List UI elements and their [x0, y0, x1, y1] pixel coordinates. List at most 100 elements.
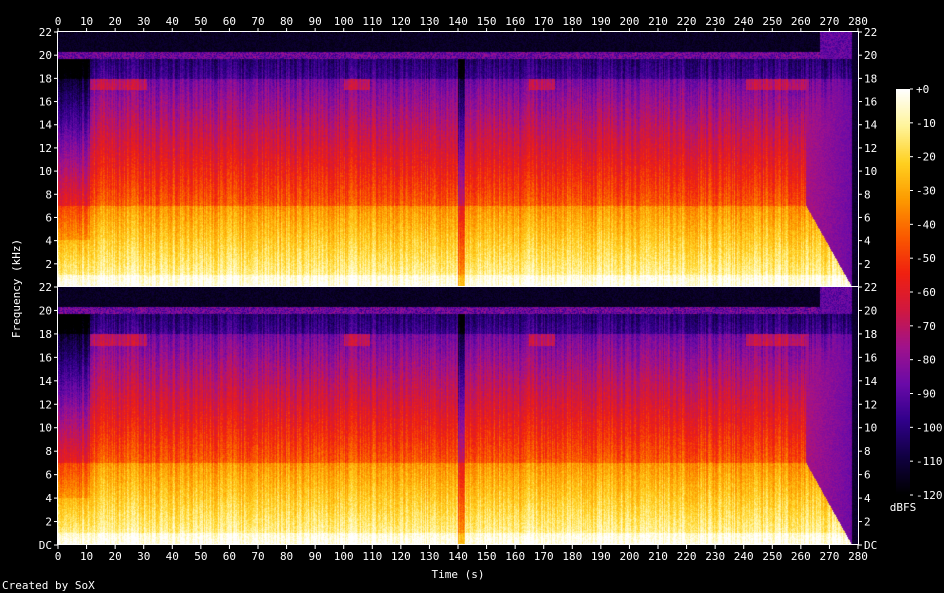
x-tick-label-bottom: 190 [591, 550, 611, 563]
x-tick-label-top: 260 [791, 15, 811, 28]
x-tick-label-top: 40 [166, 15, 179, 28]
y-tick-label-right: 22 [864, 26, 877, 39]
x-tick-label-top: 10 [80, 15, 93, 28]
x-tick-label-bottom: 70 [251, 550, 264, 563]
x-tick-label-bottom: 180 [562, 550, 582, 563]
spectrogram-left-channel [58, 32, 858, 287]
y-tick-label-right: 14 [864, 119, 878, 132]
x-tick-label-top: 150 [477, 15, 497, 28]
y-tick-label-right: 8 [864, 188, 871, 201]
y-tick-label-right: 6 [864, 211, 871, 224]
x-tick-label-bottom: 270 [819, 550, 839, 563]
y-tick-label-right: 16 [864, 351, 877, 364]
y-tick-label-right: 2 [864, 516, 871, 529]
colorbar-tick-label: -110 [916, 455, 943, 468]
x-tick-label-top: 60 [223, 15, 236, 28]
x-tick-label-top: 180 [562, 15, 582, 28]
x-tick-label-top: 210 [648, 15, 668, 28]
colorbar-tick-label: -30 [916, 185, 936, 198]
x-tick-label-top: 200 [619, 15, 639, 28]
y-tick-label-right: 4 [864, 235, 871, 248]
x-tick-label-top: 30 [137, 15, 150, 28]
x-tick-label-bottom: 80 [280, 550, 293, 563]
colorbar-tick-label: -80 [916, 354, 936, 367]
y-tick-label-left: 4 [45, 492, 52, 505]
x-tick-label-bottom: 30 [137, 550, 150, 563]
x-tick-label-bottom: 130 [419, 550, 439, 563]
x-tick-label-bottom: 220 [677, 550, 697, 563]
x-tick-label-bottom: 10 [80, 550, 93, 563]
y-axis-label: Frequency (kHz) [10, 239, 23, 338]
x-tick-label-bottom: 0 [55, 550, 62, 563]
y-tick-label-right: 22 [864, 281, 877, 294]
y-tick-label-right: 12 [864, 398, 877, 411]
x-tick-label-bottom: 120 [391, 550, 411, 563]
x-tick-label-bottom: 210 [648, 550, 668, 563]
y-tick-label-left: 10 [39, 165, 52, 178]
y-tick-label-right: 20 [864, 304, 877, 317]
y-tick-label-right: 18 [864, 328, 877, 341]
x-tick-label-bottom: 260 [791, 550, 811, 563]
x-tick-label-bottom: 140 [448, 550, 468, 563]
x-tick-label-top: 110 [362, 15, 382, 28]
y-tick-label-left: 16 [39, 351, 52, 364]
x-tick-label-bottom: 60 [223, 550, 236, 563]
colorbar-tick-label: -70 [916, 320, 936, 333]
x-tick-label-bottom: 110 [362, 550, 382, 563]
x-tick-label-bottom: 150 [477, 550, 497, 563]
x-tick-label-bottom: 200 [619, 550, 639, 563]
x-axis-label: Time (s) [432, 568, 485, 581]
y-tick-label-right: 2 [864, 258, 871, 271]
y-tick-label-left: 22 [39, 26, 52, 39]
x-tick-label-top: 270 [819, 15, 839, 28]
x-tick-label-bottom: 250 [762, 550, 782, 563]
y-tick-label-left: 12 [39, 398, 52, 411]
plot-frame-right [57, 286, 859, 545]
spectrogram-right-channel [58, 287, 858, 545]
y-tick-label-left: 20 [39, 304, 52, 317]
colorbar-tick-label: -50 [916, 252, 936, 265]
y-tick-label-right: 12 [864, 142, 877, 155]
x-tick-label-bottom: 280 [848, 550, 868, 563]
x-tick-label-bottom: 20 [109, 550, 122, 563]
y-tick-label-left: 6 [45, 211, 52, 224]
y-tick-label-left: 20 [39, 49, 52, 62]
y-tick-label-left: 22 [39, 281, 52, 294]
y-tick-label-left: 18 [39, 72, 52, 85]
y-tick-label-left: 16 [39, 96, 52, 109]
x-tick-label-top: 170 [534, 15, 554, 28]
colorbar-tick-label: +0 [916, 83, 929, 96]
x-tick-label-top: 90 [309, 15, 322, 28]
x-tick-label-top: 0 [55, 15, 62, 28]
y-tick-label-left: 10 [39, 422, 52, 435]
y-tick-label-right: DC [864, 539, 877, 552]
x-tick-label-top: 220 [677, 15, 697, 28]
x-tick-label-top: 130 [419, 15, 439, 28]
y-tick-label-left: 6 [45, 469, 52, 482]
y-tick-label-left: 14 [39, 375, 53, 388]
colorbar-tick-label: -120 [916, 489, 943, 502]
y-tick-label-left: 2 [45, 516, 52, 529]
y-tick-label-left: 2 [45, 258, 52, 271]
x-tick-label-bottom: 50 [194, 550, 207, 563]
x-tick-label-top: 280 [848, 15, 868, 28]
y-tick-label-right: 10 [864, 165, 877, 178]
x-tick-label-top: 70 [251, 15, 264, 28]
x-tick-label-top: 160 [505, 15, 525, 28]
y-tick-label-left: 4 [45, 235, 52, 248]
y-tick-label-right: 8 [864, 445, 871, 458]
x-tick-label-bottom: 100 [334, 550, 354, 563]
y-tick-label-left: 8 [45, 188, 52, 201]
x-tick-label-top: 120 [391, 15, 411, 28]
x-tick-label-top: 50 [194, 15, 207, 28]
x-tick-label-top: 240 [734, 15, 754, 28]
y-tick-label-right: 18 [864, 72, 877, 85]
y-tick-label-right: 6 [864, 469, 871, 482]
y-tick-label-right: 16 [864, 96, 877, 109]
y-tick-label-left: DC [39, 539, 52, 552]
x-tick-label-bottom: 40 [166, 550, 179, 563]
x-tick-label-top: 190 [591, 15, 611, 28]
x-tick-label-top: 230 [705, 15, 725, 28]
